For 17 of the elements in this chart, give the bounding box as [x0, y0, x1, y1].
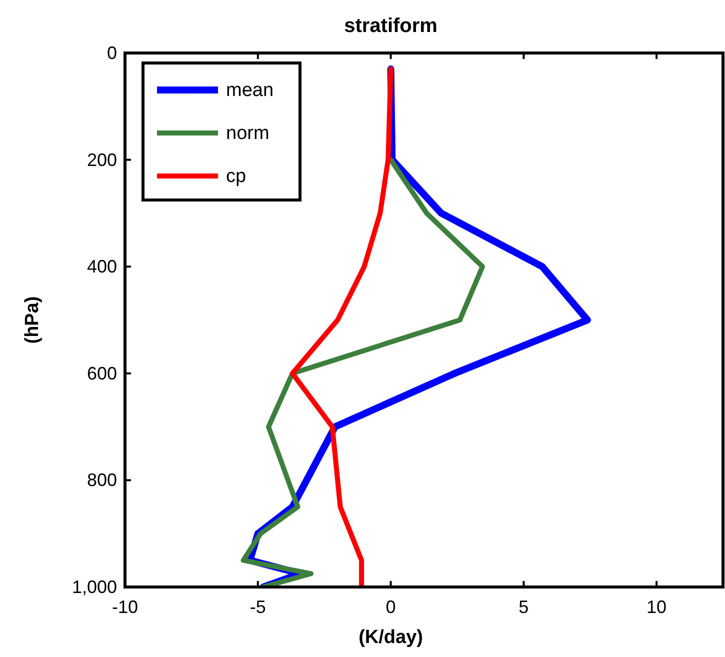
- x-axis-title: (K/day): [358, 627, 423, 648]
- y-axis-title: (hPa): [22, 296, 43, 344]
- x-tick-label: 10: [646, 597, 667, 617]
- x-tick-label: -10: [112, 597, 138, 617]
- y-tick-label: 200: [86, 150, 117, 170]
- legend-label: mean: [226, 80, 274, 101]
- x-tick-label: -5: [250, 597, 266, 617]
- y-tick-label: 800: [86, 470, 117, 490]
- legend-label: norm: [226, 123, 270, 144]
- y-tick-label: 400: [86, 256, 117, 277]
- y-tick-label: 600: [86, 363, 117, 384]
- y-tick-label: 0: [106, 43, 117, 63]
- chart-title: stratiform: [344, 15, 438, 37]
- y-tick-label: 1,000: [72, 577, 117, 597]
- x-tick-label: 0: [386, 597, 396, 617]
- x-tick-label: 5: [518, 597, 529, 617]
- legend-label: cp: [226, 166, 246, 187]
